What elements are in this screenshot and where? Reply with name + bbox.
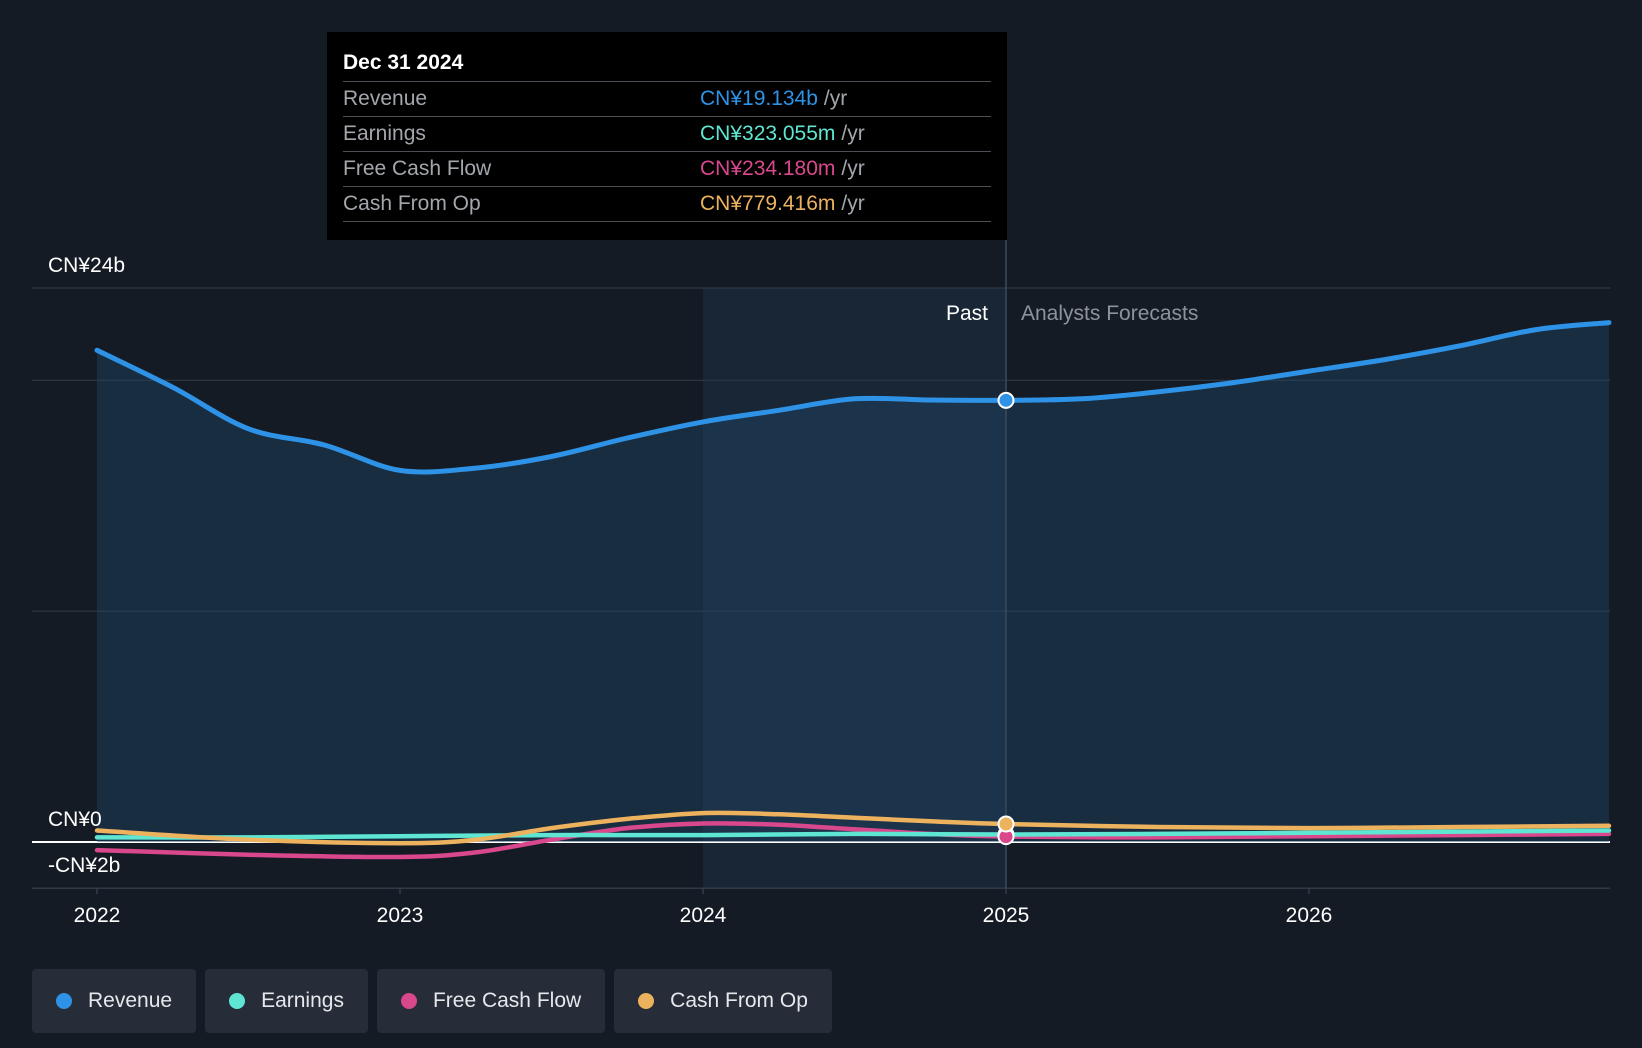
legend-dot-icon bbox=[56, 993, 72, 1009]
tooltip-unit: /yr bbox=[823, 87, 848, 110]
past-label: Past bbox=[946, 302, 988, 325]
legend-item-earnings[interactable]: Earnings bbox=[205, 969, 368, 1033]
hover-markers bbox=[997, 391, 1015, 846]
tooltip-label: Earnings bbox=[343, 122, 426, 145]
tooltip-date: Dec 31 2024 bbox=[343, 51, 464, 74]
legend-label: Revenue bbox=[88, 989, 173, 1012]
tooltip-row-earnings: Earnings CN¥323.055m /yr bbox=[343, 116, 991, 151]
y-tick-label: -CN¥2b bbox=[48, 854, 120, 877]
tooltip-value: CN¥19.134b bbox=[700, 87, 818, 110]
tooltip: Dec 31 2024 Revenue CN¥19.134b /yr Earni… bbox=[327, 32, 1007, 240]
x-tick-label: 2022 bbox=[74, 904, 121, 927]
tooltip-label: Cash From Op bbox=[343, 192, 481, 215]
revenue-area bbox=[97, 322, 1609, 843]
chart: Past Analysts Forecasts CN¥24b CN¥0 -CN¥2b… bbox=[32, 240, 1612, 927]
tooltip-label: Revenue bbox=[343, 87, 428, 110]
tooltip-row-free-cash-flow: Free Cash Flow CN¥234.180m /yr bbox=[343, 151, 991, 186]
revenue-area bbox=[97, 322, 1609, 843]
legend-dot-icon bbox=[229, 993, 246, 1009]
tooltip-row-cash-from-op: Cash From Op CN¥779.416m /yr bbox=[343, 186, 991, 222]
tooltip-label: Free Cash Flow bbox=[343, 157, 492, 180]
legend-item-free-cash-flow[interactable]: Free Cash Flow bbox=[376, 969, 606, 1033]
x-tick-label: 2026 bbox=[1286, 904, 1333, 927]
y-tick-label: CN¥0 bbox=[48, 808, 102, 831]
y-tick-label: CN¥24b bbox=[48, 254, 125, 277]
earnings-line bbox=[94, 828, 1612, 840]
x-tick-label: 2023 bbox=[377, 904, 424, 927]
free-cash-flow-line bbox=[94, 821, 1612, 860]
revenue-marker bbox=[997, 391, 1015, 409]
cash-from-op-line bbox=[94, 810, 1612, 846]
legend-dot-icon bbox=[400, 993, 417, 1009]
legend-label: Earnings bbox=[261, 989, 344, 1012]
highlight-region bbox=[703, 288, 1006, 889]
tooltip-value: CN¥323.055m bbox=[700, 122, 836, 145]
tooltip-value: CN¥779.416m bbox=[700, 192, 836, 215]
x-axis-labels: 2022 2023 2024 2025 2026 bbox=[74, 888, 1333, 927]
legend-dot-icon bbox=[638, 993, 655, 1009]
tooltip-unit: /yr bbox=[841, 157, 865, 180]
x-tick-label: 2025 bbox=[983, 904, 1030, 927]
forecast-label: Analysts Forecasts bbox=[1021, 302, 1198, 325]
series-lines bbox=[94, 320, 1612, 860]
legend-label: Free Cash Flow bbox=[432, 989, 582, 1012]
tooltip-row-revenue: Revenue CN¥19.134b /yr bbox=[343, 81, 991, 116]
tooltip-value: CN¥234.180m bbox=[700, 157, 836, 180]
legend-item-revenue[interactable]: Revenue bbox=[32, 969, 197, 1033]
tooltip-unit: /yr bbox=[841, 122, 865, 145]
legend-item-cash-from-op[interactable]: Cash From Op bbox=[614, 969, 832, 1033]
y-axis-labels: CN¥24b CN¥0 -CN¥2b bbox=[48, 254, 125, 877]
legend: Revenue Earnings Free Cash Flow Cash Fro… bbox=[32, 969, 841, 1033]
revenue-line bbox=[94, 320, 1612, 475]
x-tick-label: 2024 bbox=[680, 904, 727, 927]
cash-from-op-marker bbox=[997, 815, 1015, 833]
legend-label: Cash From Op bbox=[670, 989, 808, 1012]
tooltip-unit: /yr bbox=[841, 192, 865, 215]
